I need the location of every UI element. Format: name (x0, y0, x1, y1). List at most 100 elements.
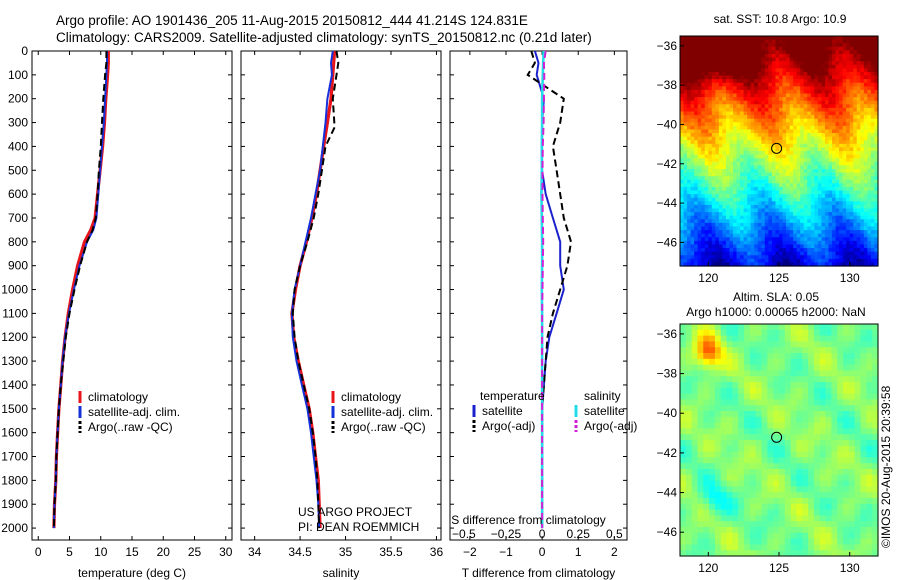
heatmap-cell (736, 194, 741, 199)
heatmap-cell (775, 39, 780, 44)
heatmap-cell (729, 75, 734, 80)
heatmap-cell (743, 71, 748, 77)
heatmap-cell (800, 125, 805, 131)
heatmap-cell (849, 215, 854, 220)
heatmap-cell (860, 61, 865, 66)
heatmap-cell (802, 393, 809, 400)
heatmap-cell (767, 503, 774, 511)
heatmap-cell (796, 122, 801, 127)
heatmap-cell (870, 226, 876, 231)
heatmap-cell (789, 204, 794, 210)
heatmap-cell (802, 521, 809, 528)
heatmap-cell (782, 154, 787, 159)
heatmap-cell (863, 147, 868, 152)
heatmap-cell (874, 118, 879, 123)
heatmap-cell (714, 364, 722, 371)
heatmap-cell (814, 248, 819, 253)
heatmap-cell (842, 57, 847, 62)
heatmap-cell (808, 376, 815, 383)
y-tick-label: 700 (8, 211, 28, 225)
heatmap-cell (729, 212, 734, 217)
heatmap-cell (714, 538, 722, 545)
plot-frame (240, 50, 442, 541)
heatmap-cell (743, 147, 748, 152)
heatmap-cell (813, 428, 821, 435)
heatmap-cell (779, 503, 786, 511)
heatmap-cell (775, 194, 780, 199)
heatmap-cell (828, 204, 833, 210)
heatmap-cell (802, 387, 809, 395)
heatmap-cell (832, 79, 837, 84)
heatmap-cell (796, 201, 801, 206)
heatmap-cell (768, 129, 773, 134)
heatmap-cell (874, 176, 879, 181)
heatmap-cell (703, 399, 710, 406)
heatmap-cell (839, 262, 844, 267)
heatmap-cell (828, 230, 833, 235)
heatmap-cell (761, 244, 766, 249)
heatmap-cell (849, 204, 854, 210)
heatmap-cell (860, 46, 865, 51)
heatmap-cell (701, 53, 706, 59)
heatmap-cell (755, 457, 763, 464)
heatmap-cell (819, 416, 827, 424)
heatmap-cell (743, 255, 748, 260)
heatmap-cell (685, 503, 693, 511)
heatmap-cell (817, 251, 823, 256)
heatmap-cell (722, 100, 727, 105)
heatmap-cell (846, 136, 851, 141)
heatmap-cell (796, 204, 801, 210)
heatmap-cell (680, 140, 685, 145)
heatmap-cell (714, 503, 722, 511)
heatmap-cell (832, 71, 837, 77)
heatmap-cell (810, 262, 815, 267)
heatmap-cell (782, 237, 787, 242)
heatmap-cell (800, 233, 805, 238)
heatmap-cell (807, 61, 812, 66)
heatmap-cell (740, 71, 745, 77)
heatmap-cell (835, 86, 840, 91)
heatmap-cell (703, 393, 710, 400)
heatmap-cell (718, 57, 724, 62)
heatmap-cell (846, 64, 851, 69)
heatmap-cell (779, 233, 784, 238)
heatmap-cell (807, 46, 812, 51)
heatmap-cell (874, 226, 879, 231)
heatmap-cell (680, 544, 687, 551)
heatmap-cell (749, 521, 757, 528)
heatmap-cell (808, 428, 815, 435)
heatmap-cell (694, 219, 699, 224)
heatmap-cell (828, 53, 833, 59)
heatmap-cell (722, 136, 727, 141)
heatmap-cell (697, 387, 704, 395)
x-axis-label: T difference from climatology (462, 566, 616, 580)
heatmap-cell (761, 204, 766, 210)
heatmap-cell (789, 258, 794, 263)
heatmap-cell (775, 244, 780, 249)
heatmap-cell (685, 498, 693, 505)
heatmap-cell (740, 61, 745, 66)
heatmap-cell (732, 451, 739, 458)
heatmap-cell (810, 208, 815, 213)
heatmap-cell (733, 68, 738, 73)
heatmap-cell (870, 122, 876, 127)
heatmap-cell (802, 509, 809, 516)
heatmap-cell (757, 194, 762, 199)
heatmap-cell (860, 100, 865, 105)
heatmap-cell (803, 237, 808, 242)
heatmap-cell (726, 364, 734, 371)
heatmap-cell (687, 39, 692, 44)
heatmap-cell (835, 43, 840, 48)
heatmap-cell (817, 53, 823, 59)
heatmap-cell (732, 544, 739, 551)
heatmap-cell (825, 405, 833, 412)
heatmap-cell (842, 115, 847, 120)
heatmap-cell (697, 172, 702, 177)
heatmap-cell (726, 440, 734, 447)
heatmap-cell (750, 57, 755, 62)
heatmap-cell (704, 151, 709, 156)
heatmap-cell (839, 154, 844, 159)
heatmap-cell (831, 399, 838, 406)
heatmap-cell (807, 240, 812, 246)
